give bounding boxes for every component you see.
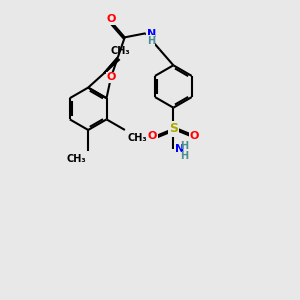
Text: N: N (175, 144, 184, 154)
Text: CH₃: CH₃ (66, 154, 86, 164)
Text: O: O (190, 131, 199, 141)
Text: CH₃: CH₃ (127, 133, 147, 143)
Text: H: H (181, 151, 189, 160)
Text: O: O (107, 14, 116, 24)
Text: O: O (106, 72, 116, 82)
Text: H: H (147, 36, 155, 46)
Text: S: S (169, 122, 178, 135)
Text: N: N (147, 29, 156, 39)
Text: H: H (181, 140, 189, 151)
Text: CH₃: CH₃ (110, 46, 130, 56)
Text: O: O (148, 131, 157, 141)
